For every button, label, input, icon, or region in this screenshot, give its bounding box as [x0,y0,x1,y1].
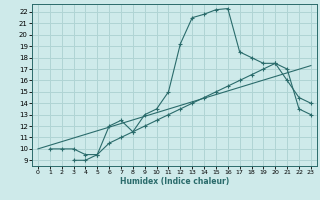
X-axis label: Humidex (Indice chaleur): Humidex (Indice chaleur) [120,177,229,186]
